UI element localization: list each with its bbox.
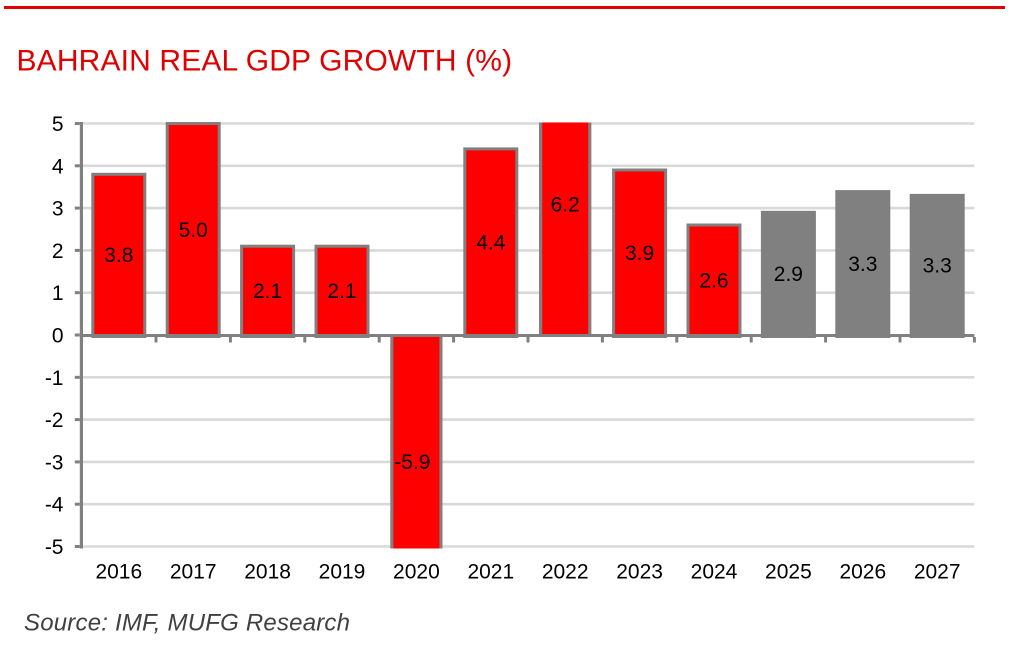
svg-text:6.2: 6.2 xyxy=(551,193,580,216)
svg-text:2.1: 2.1 xyxy=(327,280,356,303)
svg-text:-3: -3 xyxy=(45,451,64,474)
svg-text:-5: -5 xyxy=(45,536,64,559)
svg-text:3.8: 3.8 xyxy=(104,244,133,267)
svg-text:5: 5 xyxy=(52,113,64,136)
svg-text:BAHRAIN REAL GDP GROWTH (%): BAHRAIN REAL GDP GROWTH (%) xyxy=(17,45,513,78)
svg-text:2.9: 2.9 xyxy=(774,263,803,286)
svg-text:2026: 2026 xyxy=(839,561,886,584)
svg-text:2016: 2016 xyxy=(95,561,142,584)
svg-text:2019: 2019 xyxy=(319,561,366,584)
svg-text:3.3: 3.3 xyxy=(923,255,952,278)
svg-text:2022: 2022 xyxy=(542,561,589,584)
svg-text:2.6: 2.6 xyxy=(699,270,728,293)
svg-text:2027: 2027 xyxy=(914,561,961,584)
svg-text:3.9: 3.9 xyxy=(625,242,654,265)
svg-text:2024: 2024 xyxy=(691,561,738,584)
svg-text:0: 0 xyxy=(52,325,64,348)
svg-text:-4: -4 xyxy=(45,494,64,517)
svg-text:Source: IMF, MUFG Research: Source: IMF, MUFG Research xyxy=(24,610,350,637)
svg-text:2020: 2020 xyxy=(393,561,440,584)
svg-text:2.1: 2.1 xyxy=(253,280,282,303)
svg-text:1: 1 xyxy=(52,282,64,305)
svg-text:2: 2 xyxy=(52,240,64,263)
svg-text:2025: 2025 xyxy=(765,561,812,584)
svg-text:2017: 2017 xyxy=(170,561,217,584)
svg-text:3: 3 xyxy=(52,198,64,221)
svg-text:2018: 2018 xyxy=(244,561,291,584)
svg-text:4: 4 xyxy=(52,155,64,178)
svg-text:-5.9: -5.9 xyxy=(394,451,430,474)
svg-text:4.4: 4.4 xyxy=(476,231,506,254)
svg-text:2021: 2021 xyxy=(467,561,514,584)
svg-text:2023: 2023 xyxy=(616,561,663,584)
svg-text:3.3: 3.3 xyxy=(848,253,877,276)
svg-text:-2: -2 xyxy=(45,409,64,432)
svg-text:5.0: 5.0 xyxy=(179,219,208,242)
svg-text:-1: -1 xyxy=(45,367,64,390)
